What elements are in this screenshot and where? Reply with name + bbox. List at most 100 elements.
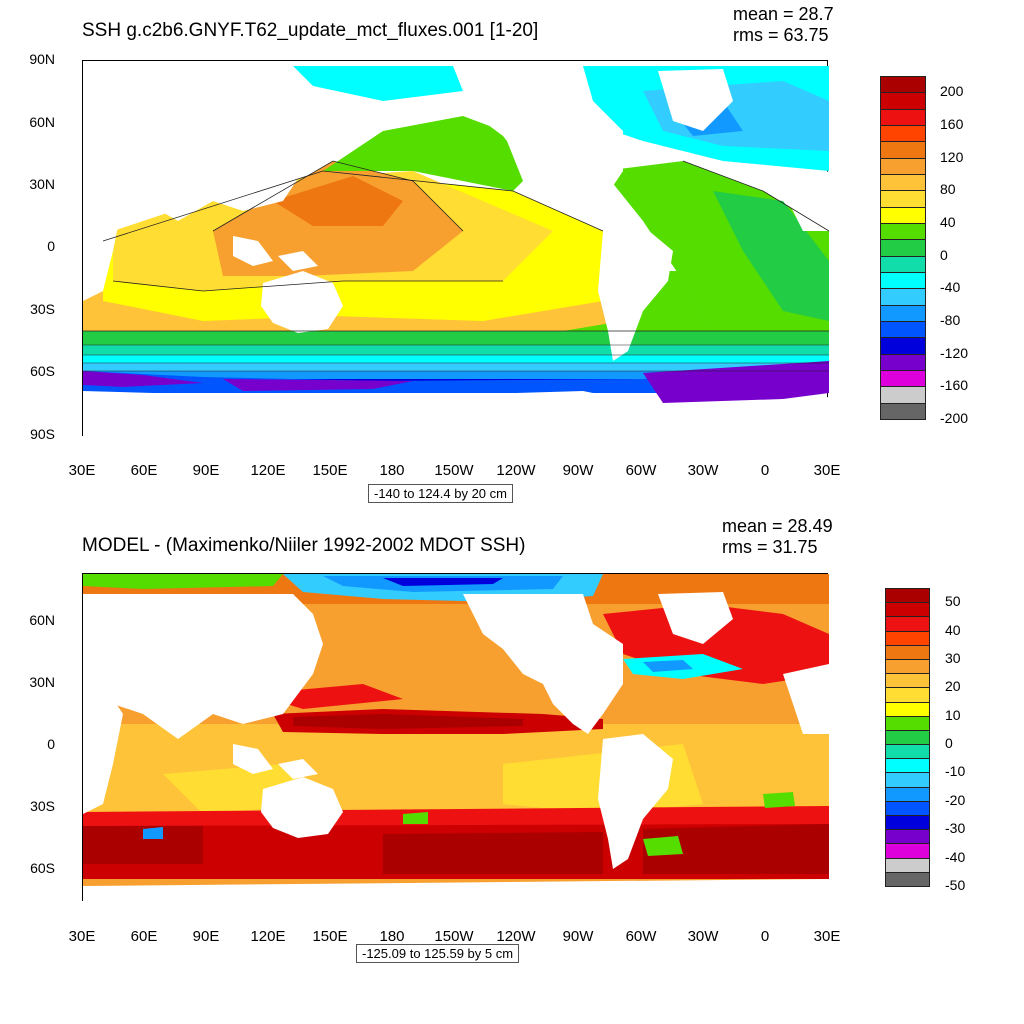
panel1-lat-0: 0: [47, 238, 55, 254]
panel1-lon-label: 30W: [687, 462, 719, 479]
colorbar-cell: [885, 687, 930, 703]
colorbar-cell: [880, 223, 926, 241]
panel2-lon-label: 150W: [434, 928, 474, 945]
colorbar-label: 200: [940, 83, 964, 100]
colorbar-cell: [880, 304, 926, 322]
colorbar-cell: [880, 239, 926, 257]
panel2-rms: rms = 31.75: [722, 537, 818, 557]
colorbar-cell: [885, 616, 930, 632]
panel1-lat-60n: 60N: [29, 114, 55, 130]
panel2-mean: mean = 28.49: [722, 516, 833, 536]
panel2-colorbar: [885, 588, 930, 887]
colorbar-cell: [880, 402, 926, 420]
colorbar-cell: [880, 125, 926, 143]
colorbar-cell: [880, 272, 926, 290]
colorbar-cell: [885, 644, 930, 660]
panel1-mean: mean = 28.7: [733, 4, 834, 24]
panel2-title: MODEL - (Maximenko/Niiler 1992-2002 MDOT…: [82, 535, 526, 556]
panel1-lon-label: 150W: [434, 462, 474, 479]
panel1-lon-label: 60W: [625, 462, 657, 479]
colorbar-label: -10: [945, 763, 966, 780]
colorbar-cell: [880, 288, 926, 306]
colorbar-label: 160: [940, 116, 964, 132]
colorbar-label: -40: [940, 279, 961, 296]
colorbar-cell: [885, 658, 930, 675]
colorbar-label: -50: [945, 877, 966, 893]
panel1-colorbar: [880, 76, 926, 420]
panel2-lat-60n: 60N: [29, 612, 55, 628]
panel2-lat-0: 0: [47, 736, 55, 752]
panel2-lon-label: 90E: [192, 928, 220, 945]
colorbar-label: -160: [940, 377, 969, 394]
colorbar-label: -20: [945, 791, 966, 808]
panel1-map: [83, 66, 829, 437]
panel1-lon-label: 30E: [68, 462, 96, 479]
colorbar-cell: [885, 701, 930, 717]
panel1-lat-30s: 30S: [30, 301, 55, 317]
panel1-lon-label: 120W: [496, 462, 536, 479]
colorbar-cell: [885, 673, 930, 689]
colorbar-cell: [880, 353, 926, 371]
panel2-lon-label: 30E: [68, 928, 96, 945]
colorbar-label: 10: [945, 706, 961, 723]
colorbar-cell: [880, 76, 926, 94]
colorbar-cell: [880, 206, 926, 224]
colorbar-cell: [880, 321, 926, 339]
colorbar-label: 20: [945, 678, 961, 695]
panel1-lon-label: 120E: [250, 462, 286, 479]
colorbar-label: 40: [945, 621, 961, 638]
colorbar-cell: [885, 772, 930, 788]
panel2-lon-label: 30E: [813, 928, 841, 945]
colorbar-cell: [885, 843, 930, 859]
colorbar-cell: [885, 871, 930, 887]
colorbar-cell: [885, 815, 930, 831]
colorbar-label: 30: [945, 649, 961, 666]
colorbar-label: 0: [940, 246, 948, 263]
colorbar-label: -120: [940, 344, 969, 361]
panel1-rms: rms = 63.75: [733, 25, 829, 45]
panel1-lat-90s: 90S: [30, 426, 55, 442]
panel2-lon-label: 60E: [130, 928, 158, 945]
colorbar-cell: [880, 370, 926, 388]
panel2-lat-30s: 30S: [30, 798, 55, 814]
panel2-range-box: -125.09 to 125.59 by 5 cm: [356, 944, 520, 963]
panel1-lon-label: 180: [379, 462, 405, 479]
panel1-lon-label: 30E: [813, 462, 841, 479]
colorbar-label: 120: [940, 148, 964, 165]
panel2-lon-label: 30W: [687, 928, 719, 945]
colorbar-label: 0: [945, 735, 953, 752]
colorbar-cell: [880, 108, 926, 126]
colorbar-cell: [885, 715, 930, 731]
panel1-lon-label: 90E: [192, 462, 220, 479]
colorbar-cell: [885, 630, 930, 646]
panel1-title: SSH g.c2b6.GNYF.T62_update_mct_fluxes.00…: [82, 20, 539, 41]
colorbar-label: -40: [945, 848, 966, 865]
colorbar-cell: [880, 255, 926, 273]
panel2-lon-label: 120E: [250, 928, 286, 945]
panel2-lon-label: 60W: [625, 928, 657, 945]
colorbar-cell: [880, 157, 926, 175]
colorbar-cell: [880, 337, 926, 355]
panel1-lat-30n: 30N: [29, 176, 55, 192]
panel2-map-frame: [82, 573, 829, 902]
panel2-lon-label: 90W: [562, 928, 594, 945]
panel1-map-frame: [82, 60, 829, 437]
panel1-lat-60s: 60S: [30, 363, 55, 379]
panel2-lon-label: 180: [379, 928, 405, 945]
colorbar-cell: [880, 141, 926, 159]
panel2-lon-label: 120W: [496, 928, 536, 945]
panel1-lat-90n: 90N: [29, 51, 55, 67]
panel1-lon-label: 150E: [312, 462, 348, 479]
colorbar-cell: [885, 800, 930, 817]
colorbar-cell: [880, 190, 926, 208]
colorbar-cell: [885, 729, 930, 746]
colorbar-label: -200: [940, 410, 969, 426]
colorbar-label: 80: [940, 181, 956, 198]
panel2-lat-30n: 30N: [29, 674, 55, 690]
panel1-lon-label: 60E: [130, 462, 158, 479]
colorbar-label: -30: [945, 820, 966, 837]
colorbar-label: 50: [945, 593, 961, 610]
colorbar-cell: [885, 786, 930, 802]
colorbar-cell: [885, 829, 930, 845]
colorbar-cell: [880, 174, 926, 192]
